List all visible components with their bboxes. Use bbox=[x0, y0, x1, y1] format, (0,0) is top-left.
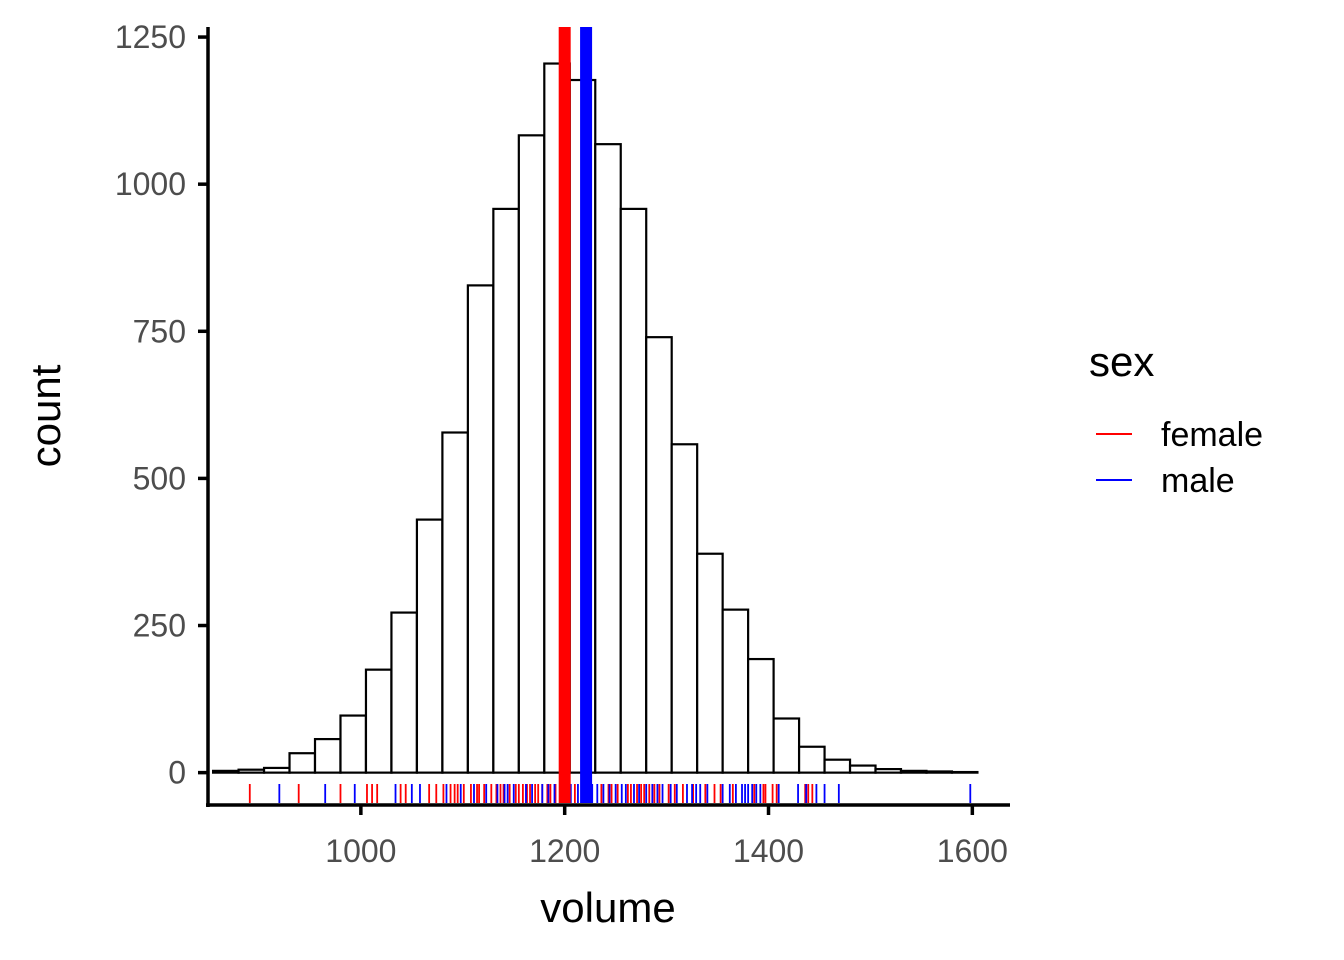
histogram-bar bbox=[925, 770, 954, 774]
legend-label-female: female bbox=[1161, 416, 1263, 454]
x-tick-label: 1400 bbox=[733, 833, 804, 869]
histogram-bar bbox=[950, 770, 979, 774]
histogram-bar bbox=[797, 745, 826, 774]
y-tick-label: 1250 bbox=[115, 19, 186, 55]
x-tick-label: 1200 bbox=[529, 833, 600, 869]
histogram-bar bbox=[696, 552, 724, 774]
x-axis-ticks: 1000 1200 1400 1600 bbox=[325, 805, 1008, 869]
histogram-bar bbox=[517, 134, 546, 774]
histogram-bar bbox=[747, 657, 775, 774]
rug-marks bbox=[248, 784, 972, 803]
histogram-bar bbox=[492, 207, 520, 774]
histogram-bar bbox=[211, 769, 240, 774]
histogram-bars bbox=[211, 62, 979, 774]
histogram-bar bbox=[772, 717, 801, 774]
histogram-bar bbox=[339, 714, 368, 774]
histogram-bar bbox=[262, 766, 291, 774]
histogram-bar bbox=[441, 431, 469, 774]
histogram-bar bbox=[364, 668, 393, 774]
histogram-bar bbox=[721, 608, 750, 774]
x-tick-label: 1000 bbox=[325, 833, 396, 869]
x-tick-label: 1600 bbox=[937, 833, 1008, 869]
y-tick-label: 750 bbox=[133, 313, 186, 349]
x-axis-title: volume bbox=[540, 884, 675, 931]
histogram-bar bbox=[594, 143, 622, 774]
histogram-bar bbox=[415, 518, 444, 774]
histogram-bar bbox=[237, 768, 266, 774]
y-axis-title: count bbox=[22, 364, 69, 467]
mean-lines bbox=[558, 27, 593, 803]
legend-title: sex bbox=[1089, 338, 1154, 385]
y-tick-label: 500 bbox=[133, 460, 186, 496]
legend-label-male: male bbox=[1161, 462, 1235, 500]
histogram-bar bbox=[848, 764, 877, 774]
histogram-bar bbox=[390, 611, 419, 774]
y-axis-ticks: 0 250 500 750 1000 1250 bbox=[115, 19, 208, 791]
histogram-bar bbox=[466, 284, 495, 774]
y-tick-label: 1000 bbox=[115, 166, 186, 202]
histogram-bar bbox=[670, 443, 699, 774]
y-tick-label: 250 bbox=[133, 608, 186, 644]
y-tick-label: 0 bbox=[168, 755, 186, 791]
histogram-bar bbox=[619, 207, 648, 774]
histogram-bar bbox=[313, 737, 342, 774]
histogram-bar bbox=[645, 336, 673, 774]
legend: sex female male bbox=[1089, 338, 1263, 500]
histogram-bar bbox=[899, 769, 928, 774]
histogram-bar bbox=[874, 768, 903, 774]
histogram-bar bbox=[288, 752, 317, 774]
histogram-bar bbox=[823, 758, 852, 774]
